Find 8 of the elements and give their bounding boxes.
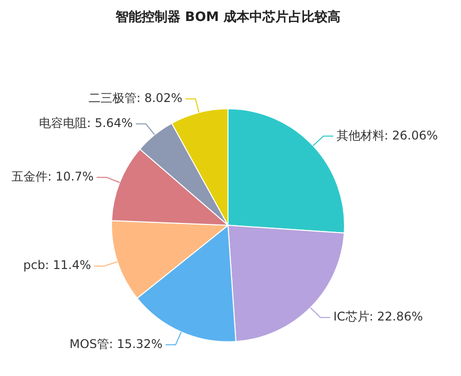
slice-label: 电容电阻: 5.64% — [38, 116, 133, 130]
chart-title: 智能控制器 BOM 成本中芯片占比较高 — [114, 9, 340, 26]
slice-label: 其他材料: 26.06% — [336, 128, 438, 142]
slice-label: MOS管: 15.32% — [70, 336, 163, 351]
slice-label: 五金件: 10.7% — [12, 169, 94, 184]
slice-label: 二三极管: 8.02% — [88, 91, 182, 106]
slice-label: pcb: 11.4% — [23, 258, 92, 272]
slice-label: IC芯片: 22.86% — [333, 310, 423, 324]
